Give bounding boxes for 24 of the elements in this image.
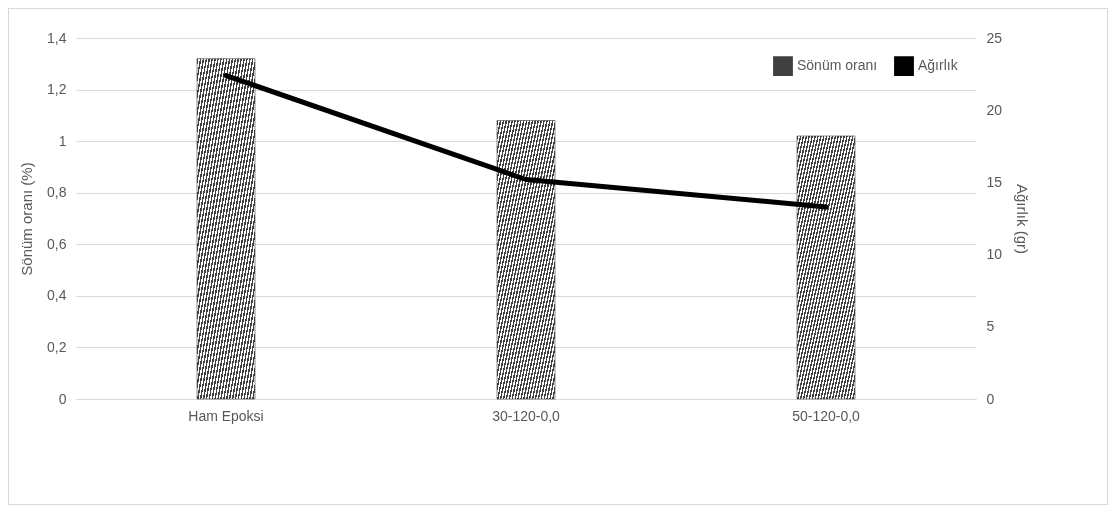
y2-tick-label: 25: [986, 29, 1003, 46]
y-tick-label: 0,2: [47, 338, 67, 355]
y-tick-label: 0,6: [47, 235, 67, 252]
y-tick-label: 0,8: [47, 184, 67, 201]
y2-tick-label: 20: [986, 101, 1003, 118]
y-tick-label: 1: [58, 132, 67, 149]
x-tick-label: 50-120-0,0: [792, 407, 861, 424]
x-tick-label: 30-120-0,0: [492, 407, 561, 424]
y-tick-label: 0,4: [47, 287, 67, 304]
y-tick-label: 1,2: [47, 81, 67, 98]
legend-label: Sönüm oranı: [797, 57, 878, 74]
x-tick-label: Ham Epoksi: [188, 407, 264, 424]
y-tick-label: 1,4: [47, 29, 67, 46]
y2-tick-label: 5: [986, 318, 995, 335]
y2-tick-label: 10: [986, 246, 1003, 263]
bar: [196, 58, 256, 400]
y-axis-title: Sönüm oranı (%): [18, 162, 36, 276]
bar: [496, 120, 556, 400]
bar: [796, 135, 856, 400]
y2-tick-label: 0: [986, 390, 995, 407]
legend-label: Ağırlık: [918, 57, 959, 74]
y-tick-label: 0: [58, 390, 67, 407]
y2-tick-label: 15: [986, 173, 1003, 190]
y2-axis-title: Ağırlık (gr): [1014, 183, 1032, 255]
